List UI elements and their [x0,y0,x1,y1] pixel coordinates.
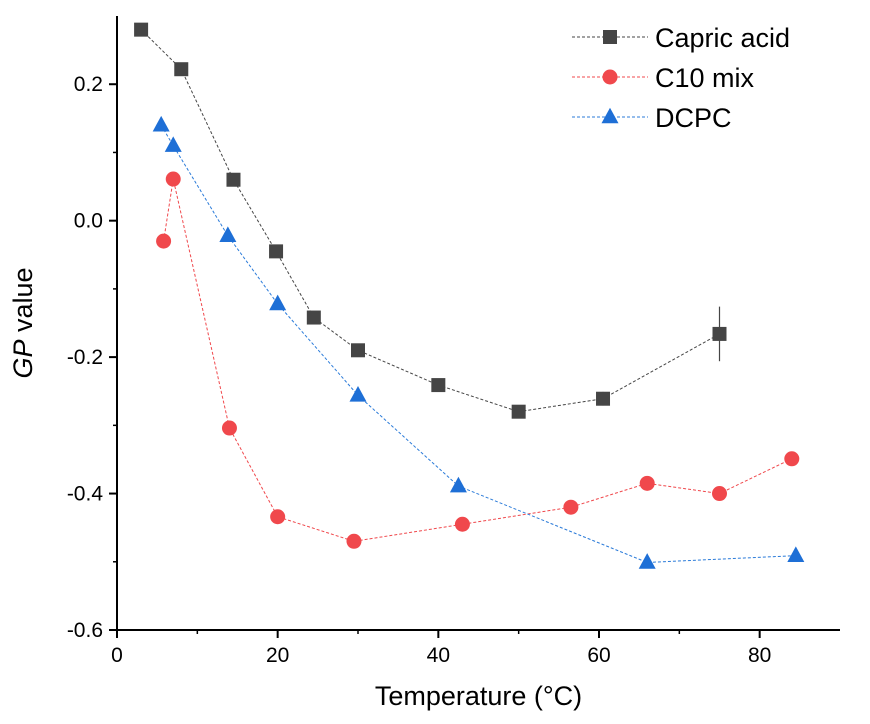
data-point [156,233,172,249]
data-point [351,343,365,358]
data-point [787,546,805,562]
y-axis-title-italic: GP [8,340,38,379]
data-point [596,391,611,406]
legend-marker [601,107,619,124]
data-point [152,115,170,132]
y-tick-label: 0.0 [74,210,103,233]
legend: Capric acid C10 mix DCPC [572,23,790,133]
y-axis-title: GP value [8,267,38,378]
data-point [454,516,470,532]
ticks: 0 20 40 60 80 -0.6 -0.4 -0.2 0.0 0.2 [67,73,772,667]
legend-label: C10 mix [655,63,755,93]
data-point [638,553,656,569]
data-point [563,499,579,515]
legend-label: DCPC [655,103,732,133]
legend-entry: C10 mix [572,63,755,93]
y-axis-title-rest: value [8,267,38,339]
data-point [712,486,727,502]
data-point [270,509,286,525]
data-point [221,420,237,436]
legend-label: Capric acid [655,23,790,53]
y-tick-label: 0.2 [74,73,103,96]
legend-entry: Capric acid [572,23,790,53]
x-tick-label: 20 [266,644,289,667]
data-point [306,310,321,325]
data-point [449,476,467,493]
series-triangle [152,115,805,569]
x-tick-label: 0 [111,644,123,667]
y-tick-label: -0.6 [67,619,103,642]
series-line [163,178,793,542]
data-point [134,22,149,37]
legend-marker [602,69,618,85]
data-point [431,378,446,393]
data-point [219,226,237,242]
x-tick-label: 80 [748,644,771,667]
data-point [346,533,362,549]
series-line [160,124,796,563]
series-circle [156,171,800,549]
axes [116,16,840,631]
data-point [269,244,284,259]
legend-marker [603,30,617,44]
x-tick-label: 60 [587,644,610,667]
data-point [784,451,800,467]
y-tick-label: -0.4 [67,483,104,506]
y-tick-label: -0.2 [67,346,103,369]
series-square [134,22,727,419]
data-point [174,62,189,77]
data-point [165,171,181,187]
data-point [639,475,655,491]
data-point [226,172,241,187]
data-point [349,386,367,402]
series-layer [134,22,805,569]
data-point [164,136,182,152]
data-point [511,404,526,419]
legend-entry: DCPC [572,103,732,133]
x-tick-label: 40 [427,644,450,667]
x-axis-title: Temperature (°C) [375,681,582,711]
data-point [712,326,727,341]
data-point [269,294,287,311]
series-line [140,29,720,413]
